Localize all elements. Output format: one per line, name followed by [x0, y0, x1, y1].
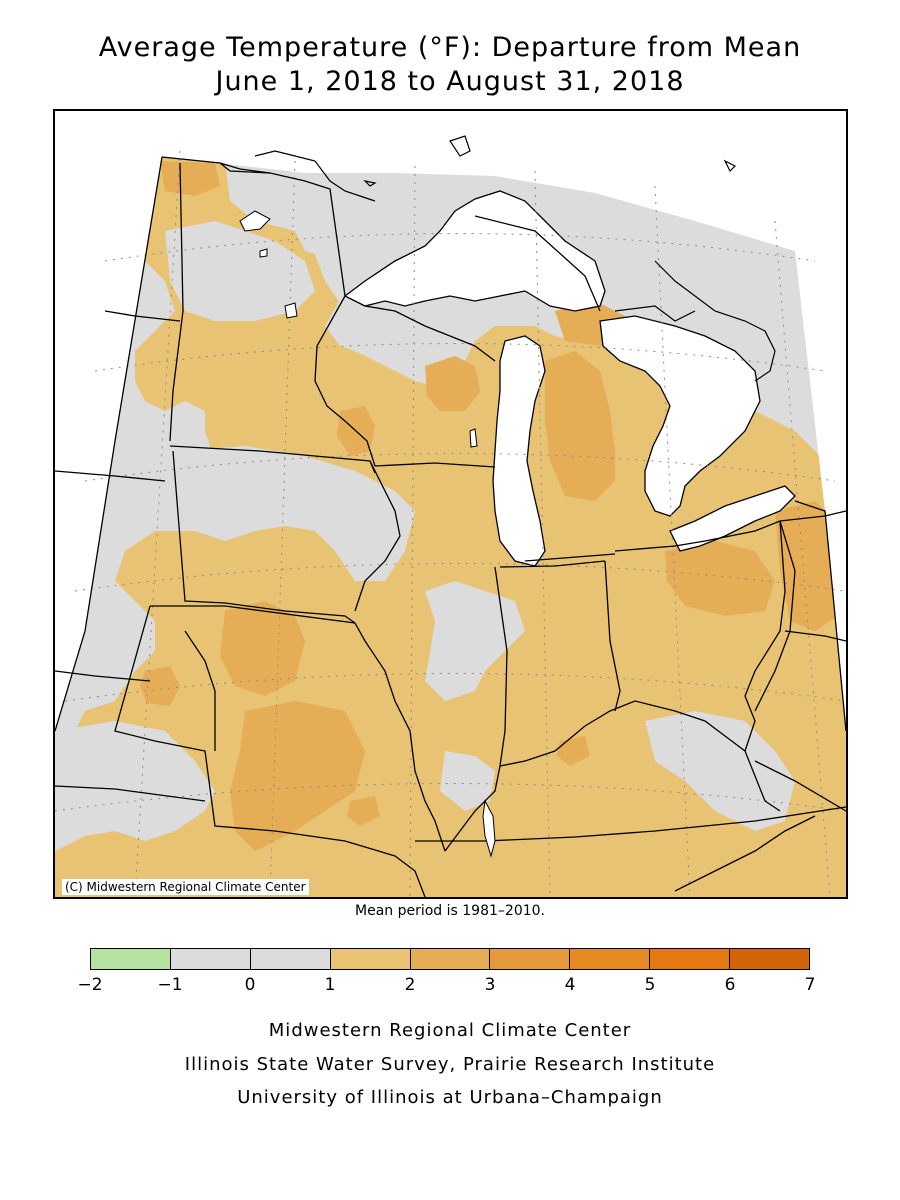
map-title: Average Temperature (°F): Departure from… [98, 32, 802, 63]
region-neutral-iowa [175, 446, 415, 581]
legend-swatch-3-4 [490, 949, 571, 969]
legend-tick-labels: −2 −1 0 1 2 3 4 5 6 7 [77, 975, 815, 999]
region-orange-spot-1 [140, 666, 180, 706]
legend-swatch-minus1-0 [170, 949, 251, 969]
copyright-label: (C) Midwestern Regional Climate Center [62, 879, 309, 895]
legend-tick: −1 [157, 975, 183, 995]
region-neutral-kentucky [440, 751, 495, 811]
legend-swatch-minus2-minus1 [91, 949, 171, 969]
mean-period-note: Mean period is 1981–2010. [355, 903, 545, 919]
region-neutral-illinois [425, 581, 525, 701]
legend-swatch-2-3 [410, 949, 491, 969]
region-orange-wisconsin [425, 356, 480, 411]
region-orange-missouri-south [230, 701, 365, 851]
region-orange-spot-3 [557, 736, 590, 766]
temperature-departure-map[interactable] [55, 111, 846, 897]
region-orange-spot-2 [347, 796, 380, 826]
legend-swatch-0-1 [250, 949, 331, 969]
color-legend [90, 948, 810, 970]
graticule [55, 150, 846, 897]
legend-tick: 5 [644, 975, 656, 995]
legend-swatch-4-5 [570, 949, 651, 969]
legend-swatch-5-6 [650, 949, 731, 969]
region-orange-ohio [665, 541, 775, 616]
legend-tick: 2 [404, 975, 416, 995]
legend-tick: 6 [724, 975, 736, 995]
map-panel[interactable] [53, 109, 848, 899]
footer-university: University of Illinois at Urbana–Champai… [237, 1087, 663, 1108]
legend-tick: 4 [564, 975, 576, 995]
region-neutral-ohio [645, 711, 795, 831]
great-lakes [343, 190, 796, 567]
canada-shoreline [254, 135, 776, 382]
inland-lakes [239, 210, 496, 858]
legend-swatch-1-2 [330, 949, 411, 969]
region-orange-nw [160, 161, 220, 196]
outer-west-edge [55, 156, 163, 732]
footer-survey: Illinois State Water Survey, Prairie Res… [184, 1054, 716, 1075]
region-orange-michigan [545, 351, 615, 501]
legend-tick: 7 [804, 975, 816, 995]
legend-tick: 3 [484, 975, 496, 995]
legend-tick: 0 [244, 975, 256, 995]
lake-michigan [492, 335, 546, 567]
lake-erie [669, 485, 796, 552]
region-orange-missouri [220, 601, 305, 696]
lake-superior [343, 190, 606, 312]
footer-org: Midwestern Regional Climate Center [268, 1020, 632, 1041]
map-date-range: June 1, 2018 to August 31, 2018 [215, 66, 685, 97]
legend-tick: 1 [324, 975, 336, 995]
region-neutral-minnesota [165, 221, 315, 321]
legend-tick: −2 [77, 975, 103, 995]
region-neutral-missouri-south [55, 721, 195, 841]
lake-huron [599, 315, 761, 517]
state-borders [55, 156, 846, 897]
outer-east-edge [794, 500, 846, 732]
legend-swatch-6-7 [730, 949, 810, 969]
